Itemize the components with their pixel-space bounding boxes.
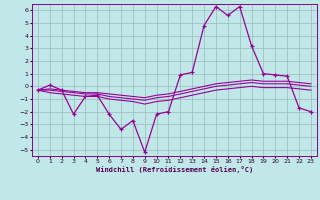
X-axis label: Windchill (Refroidissement éolien,°C): Windchill (Refroidissement éolien,°C) <box>96 166 253 173</box>
